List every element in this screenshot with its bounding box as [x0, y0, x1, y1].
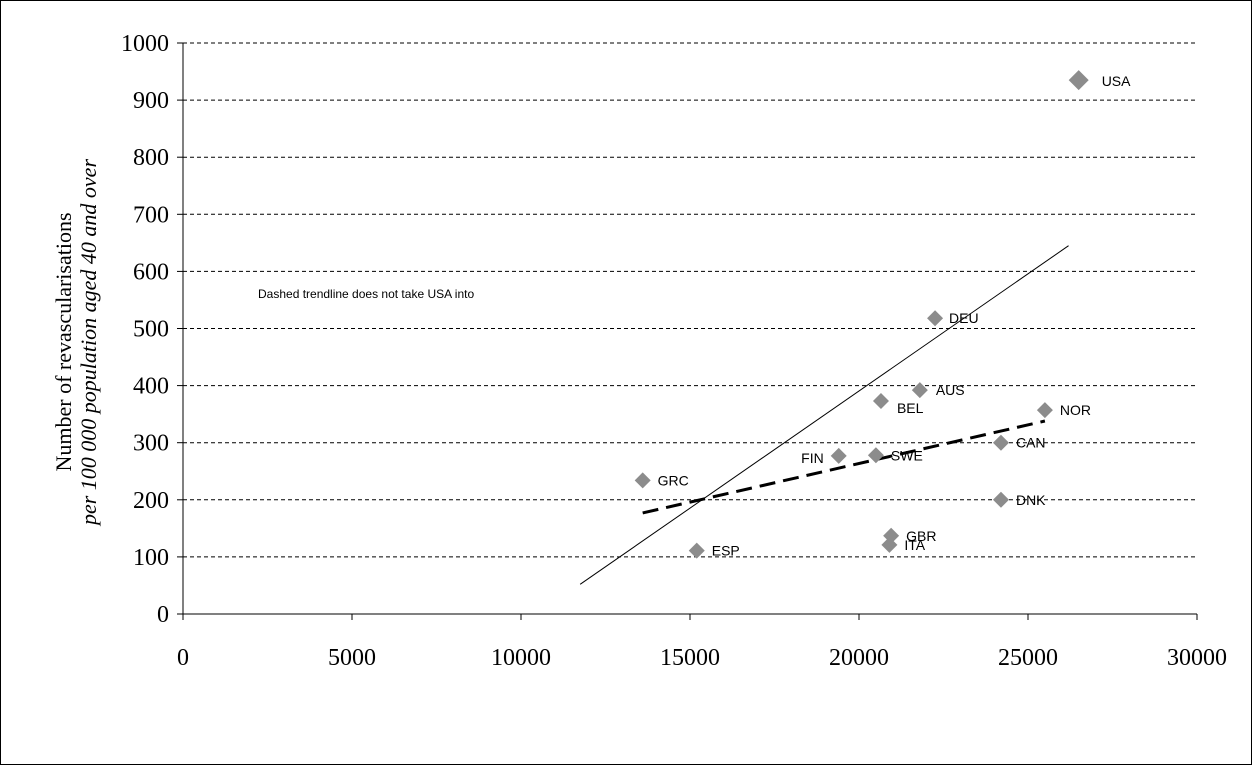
data-point-can [992, 434, 1009, 451]
solid-trendline [579, 245, 1069, 585]
data-point-grc [634, 472, 651, 489]
x-tick-label: 10000 [491, 645, 551, 671]
data-point-usa [1068, 70, 1089, 91]
x-tick-label: 30000 [1167, 645, 1227, 671]
data-point-dnk [992, 491, 1009, 508]
y-tick-labels: 0 100 200 300 400 500 600 700 800 900 1000 [121, 31, 169, 628]
point-label-nor: NOR [1060, 402, 1091, 418]
trendlines [579, 245, 1069, 585]
data-points [634, 70, 1089, 559]
y-tick-label: 200 [133, 488, 169, 514]
x-tick-label: 0 [177, 645, 189, 671]
x-tick-label: 25000 [998, 645, 1058, 671]
annotation-text: Dashed trendline does not take USA into [258, 287, 474, 301]
point-label-aus: AUS [936, 382, 965, 398]
x-tick-label: 15000 [660, 645, 720, 671]
y-tick-label: 500 [133, 317, 169, 343]
dashed-trendline [642, 419, 1046, 515]
x-tick-labels: 0 5000 10000 15000 20000 25000 30000 [177, 645, 1227, 671]
data-point-deu [927, 310, 944, 327]
x-tick-label: 20000 [829, 645, 889, 671]
data-point-bel [872, 393, 889, 410]
y-axis-title-line-2: per 100 000 population aged 40 and over [76, 159, 101, 527]
y-tick-label: 800 [133, 145, 169, 171]
y-tick-label: 600 [133, 259, 169, 285]
data-point-ita [881, 536, 898, 553]
axes [177, 42, 1198, 620]
point-label-gbr: GBR [906, 528, 936, 544]
y-tick-label: 0 [157, 602, 169, 628]
point-label-swe: SWE [891, 447, 923, 463]
data-point-aus [911, 382, 928, 399]
point-label-can: CAN [1016, 435, 1046, 451]
y-tick-label: 900 [133, 88, 169, 114]
y-axis-title: Number of revascularisations per 100 000… [51, 159, 101, 527]
y-tick-label: 300 [133, 431, 169, 457]
point-label-dnk: DNK [1016, 492, 1046, 508]
point-label-grc: GRC [658, 472, 689, 488]
point-label-esp: ESP [712, 543, 740, 559]
y-tick-label: 400 [133, 374, 169, 400]
x-tick-label: 5000 [328, 645, 376, 671]
point-label-ita: ITA [904, 537, 925, 553]
y-tick-label: 100 [133, 545, 169, 571]
point-label-bel: BEL [897, 400, 924, 416]
y-tick-label: 1000 [121, 31, 169, 57]
data-point-fin [830, 447, 847, 464]
y-tick-label: 700 [133, 202, 169, 228]
point-label-deu: DEU [949, 310, 979, 326]
point-label-fin: FIN [801, 450, 824, 466]
point-label-usa: USA [1102, 73, 1131, 89]
data-point-esp [688, 542, 705, 559]
data-point-nor [1036, 402, 1053, 419]
y-axis-title-line-1: Number of revascularisations [51, 212, 76, 471]
data-point-swe [867, 447, 884, 464]
gridlines [183, 42, 1197, 558]
